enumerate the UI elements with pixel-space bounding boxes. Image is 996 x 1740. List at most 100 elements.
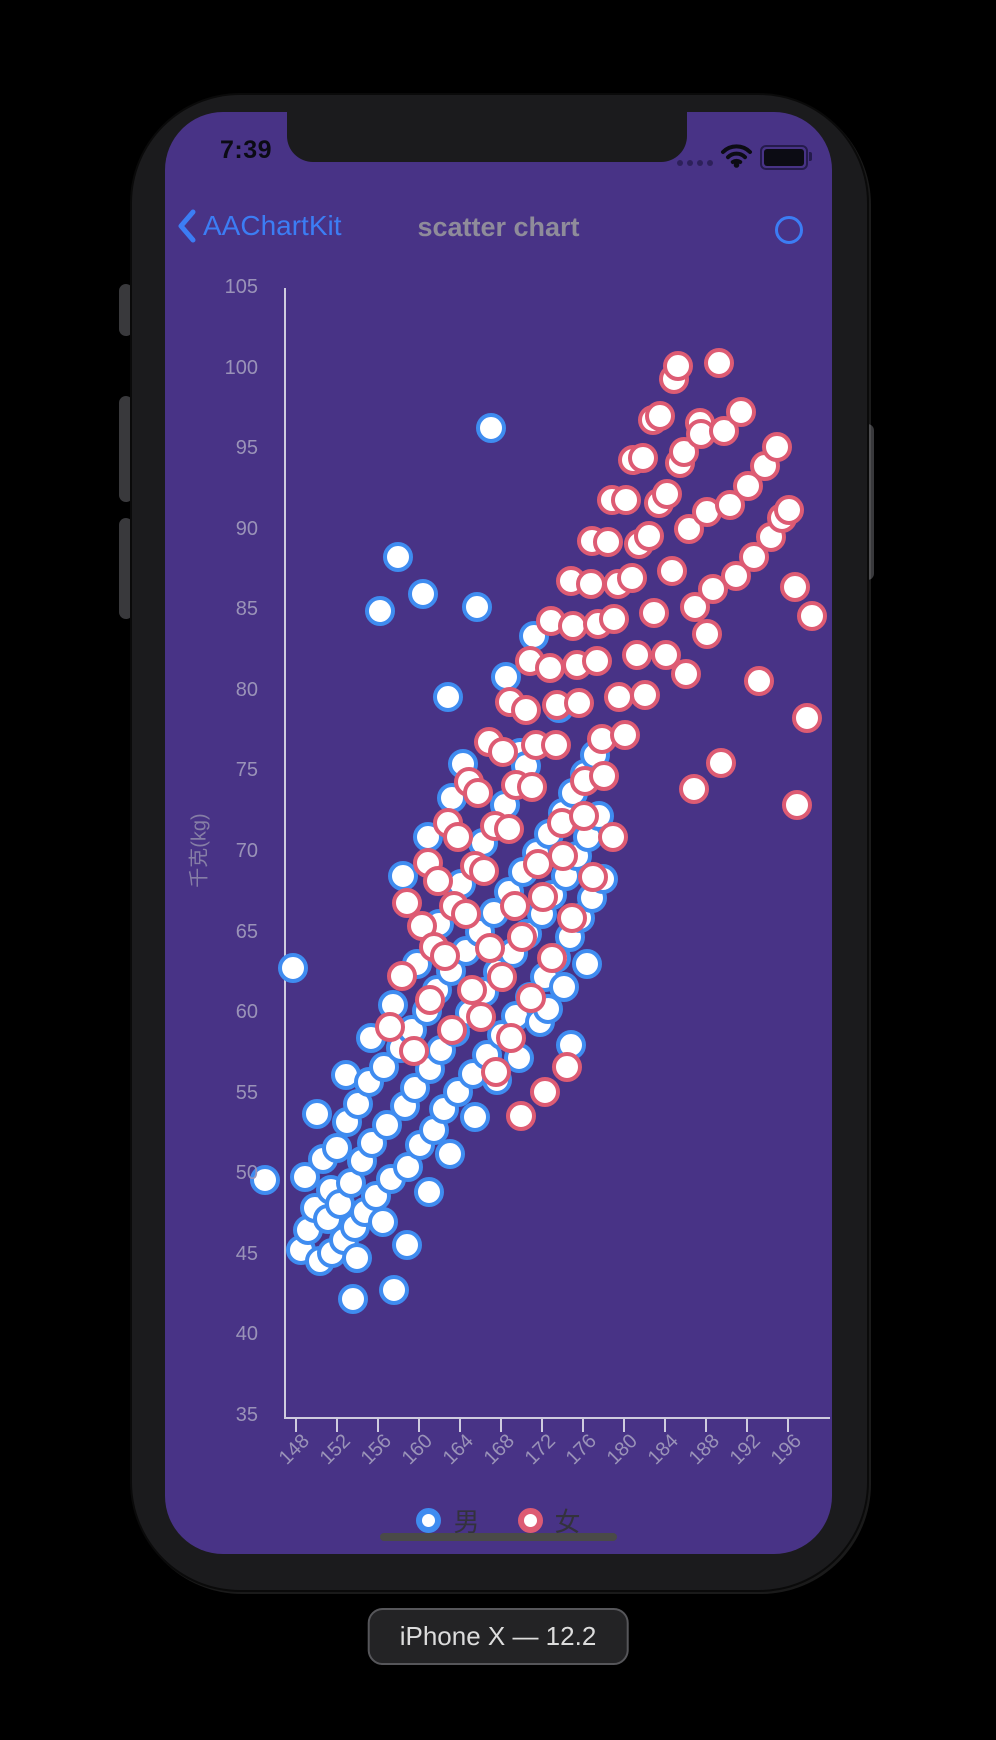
scatter-point[interactable] [726, 396, 757, 427]
scatter-point[interactable] [527, 881, 558, 912]
scatter-point[interactable] [443, 822, 474, 852]
scatter-point[interactable] [564, 688, 595, 719]
scatter-point[interactable] [278, 952, 309, 983]
scatter-point[interactable] [571, 949, 602, 980]
scatter-point[interactable] [627, 443, 658, 474]
scatter-point[interactable] [634, 520, 665, 551]
scatter-point[interactable] [630, 680, 661, 711]
scatter-point[interactable] [762, 432, 793, 463]
scatter-point[interactable] [679, 773, 710, 804]
scatter-point[interactable] [476, 412, 507, 443]
scatter-point[interactable] [662, 351, 693, 382]
scatter-point[interactable] [450, 899, 481, 930]
scatter-point[interactable] [437, 1015, 468, 1046]
scatter-point[interactable] [507, 921, 538, 952]
scatter-point[interactable] [367, 1207, 398, 1238]
scatter-point[interactable] [469, 855, 500, 886]
scatter-point[interactable] [302, 1099, 333, 1130]
legend-item[interactable]: 女 [517, 1502, 581, 1539]
scatter-point[interactable] [435, 1139, 466, 1170]
scatter-point[interactable] [249, 1165, 280, 1196]
scatter-point[interactable] [479, 897, 510, 928]
scatter-point[interactable] [534, 652, 565, 683]
scatter-point[interactable] [639, 598, 670, 629]
scatter-point[interactable] [781, 789, 812, 820]
x-tick-label: 180 [602, 1430, 642, 1470]
scatter-point[interactable] [610, 485, 641, 516]
scatter-point[interactable] [549, 971, 580, 1002]
scatter-point[interactable] [645, 401, 676, 432]
scatter-point[interactable] [791, 702, 822, 733]
scatter-point[interactable] [433, 681, 464, 712]
scatter-point[interactable] [691, 618, 722, 649]
scatter-point[interactable] [593, 527, 624, 558]
scatter-point[interactable] [493, 813, 524, 844]
scatter-point[interactable] [581, 646, 612, 677]
scatter-point[interactable] [656, 556, 687, 587]
scatter-point[interactable] [568, 801, 599, 832]
scatter-point[interactable] [621, 639, 652, 670]
home-indicator[interactable] [380, 1533, 617, 1541]
nav-circle-button[interactable] [775, 216, 803, 244]
scatter-point[interactable] [459, 1102, 490, 1133]
scatter-point[interactable] [374, 1012, 405, 1043]
scatter-point[interactable] [552, 1052, 583, 1083]
scatter-point[interactable] [456, 975, 487, 1006]
scatter-point[interactable] [462, 778, 493, 809]
scatter-point[interactable] [481, 1057, 512, 1088]
scatter-point[interactable] [378, 1274, 409, 1305]
scatter-point[interactable] [387, 960, 418, 991]
scatter-point[interactable] [779, 572, 810, 603]
scatter-point[interactable] [407, 578, 438, 609]
scatter-point[interactable] [364, 596, 395, 627]
scatter-point[interactable] [589, 760, 620, 791]
volume-down-button[interactable] [119, 518, 133, 619]
scatter-point[interactable] [506, 1100, 536, 1131]
scatter-point[interactable] [511, 694, 542, 725]
scatter-point[interactable] [557, 902, 588, 933]
scatter-point[interactable] [414, 984, 445, 1015]
scatter-point[interactable] [466, 1002, 497, 1033]
scatter-point[interactable] [650, 639, 681, 670]
scatter-point[interactable] [609, 720, 640, 751]
scatter-point[interactable] [773, 494, 804, 525]
scatter-point[interactable] [383, 541, 413, 572]
scatter-point[interactable] [651, 478, 682, 509]
scatter-point[interactable] [577, 862, 608, 893]
scatter-point[interactable] [516, 983, 547, 1014]
scatter-point[interactable] [321, 1133, 352, 1163]
volume-up-button[interactable] [119, 396, 133, 502]
scatter-point[interactable] [575, 569, 606, 600]
scatter-point[interactable] [540, 730, 571, 761]
scatter-point[interactable] [548, 841, 579, 872]
scatter-point[interactable] [743, 665, 774, 696]
scatter-point[interactable] [703, 348, 734, 379]
scatter-point[interactable] [422, 865, 453, 896]
scatter-point[interactable] [599, 604, 630, 635]
scatter-point[interactable] [368, 1052, 399, 1083]
scatter-point[interactable] [668, 436, 699, 467]
scatter-point[interactable] [342, 1242, 372, 1273]
scatter-point[interactable] [705, 747, 736, 778]
scatter-point[interactable] [487, 736, 518, 767]
scatter-point[interactable] [517, 772, 548, 803]
scatter-point[interactable] [337, 1284, 368, 1315]
scatter-point[interactable] [475, 933, 506, 964]
silent-switch[interactable] [119, 284, 133, 336]
scatter-point[interactable] [486, 962, 517, 993]
scatter-point[interactable] [495, 1023, 526, 1054]
scatter-point[interactable] [430, 941, 461, 972]
scatter-point[interactable] [598, 822, 629, 852]
scatter-point[interactable] [392, 1229, 423, 1260]
back-button[interactable]: AAChartKit [177, 208, 342, 244]
scatter-point[interactable] [671, 659, 702, 690]
scatter-point[interactable] [797, 601, 828, 632]
scatter-point[interactable] [536, 942, 567, 973]
scatter-point[interactable] [399, 1036, 430, 1067]
scatter-point[interactable] [413, 1176, 444, 1207]
scatter-point[interactable] [529, 1076, 560, 1107]
scatter-point[interactable] [499, 891, 530, 922]
scatter-point[interactable] [461, 591, 492, 622]
legend-item[interactable]: 男 [416, 1502, 480, 1539]
scatter-point[interactable] [616, 562, 647, 593]
